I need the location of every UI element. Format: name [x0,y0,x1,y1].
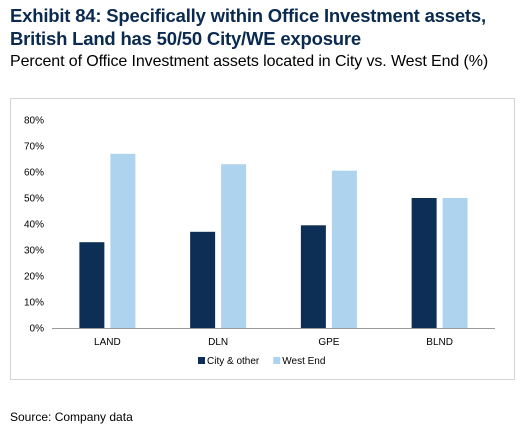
legend: City & other West End [198,356,325,367]
bar-city-blnd [411,198,437,328]
bar-city-land [79,242,105,328]
x-axis: LAND DLN GPE BLND [94,337,453,348]
x-tick-label: GPE [318,337,339,348]
bars [79,153,468,328]
x-tick-label: BLND [426,337,453,348]
chart-subtitle: Percent of Office Investment assets loca… [10,53,489,70]
bar-west-end-land [110,153,136,328]
bar-west-end-dln [221,164,247,328]
y-tick-label: 50% [24,194,44,205]
y-tick-label: 0% [30,324,45,335]
y-axis: 0% 10% 20% 30% 40% 50% 60% 70% 80% [24,116,44,335]
legend-swatch [198,357,205,364]
y-tick-label: 80% [24,116,44,127]
legend-swatch [273,357,281,364]
bar-west-end-blnd [442,198,468,328]
y-tick-label: 30% [24,246,44,257]
source-note: Source: Company data [10,410,133,424]
y-tick-label: 40% [24,220,44,231]
x-tick-label: LAND [94,337,121,348]
legend-label: City & other [207,356,260,367]
chart-title: Exhibit 84: Specifically within Office I… [10,5,486,49]
y-tick-label: 60% [24,168,44,179]
bar-city-dln [190,231,216,328]
bar-city-gpe [300,225,326,328]
y-tick-label: 20% [24,272,44,283]
legend-label: West End [282,356,325,367]
y-tick-label: 70% [24,142,44,153]
x-tick-label: DLN [208,337,228,348]
y-tick-label: 10% [24,298,44,309]
bar-west-end-gpe [331,170,357,328]
chart-frame [10,98,515,380]
